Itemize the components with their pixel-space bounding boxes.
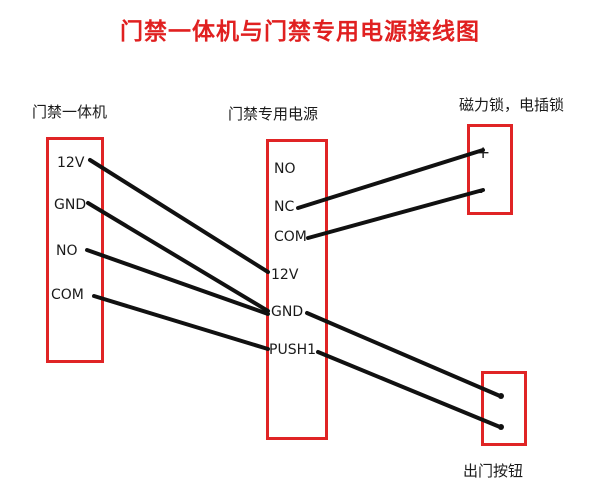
device-box-lock <box>467 124 513 215</box>
terminal-access-controller-no[interactable]: NO <box>56 243 78 259</box>
terminal-power-supply-no[interactable]: NO <box>274 161 296 177</box>
terminal-access-controller-gnd[interactable]: GND <box>54 197 87 213</box>
wire-controller-12v-to-supply-12v <box>88 158 270 274</box>
terminal-access-controller-12v[interactable]: 12V <box>57 155 85 171</box>
caption-power-supply: 门禁专用电源 <box>228 105 319 123</box>
caption-exit-button: 出门按钮 <box>463 462 524 480</box>
terminal-power-supply-com[interactable]: COM <box>274 229 307 245</box>
terminal-power-supply-gnd[interactable]: GND <box>271 304 304 320</box>
terminal-exit-button-2[interactable] <box>498 424 504 430</box>
terminal-lock-positive[interactable]: + <box>476 143 491 163</box>
terminal-exit-button-1[interactable] <box>498 393 504 399</box>
terminal-power-supply-12v[interactable]: 12V <box>271 267 299 283</box>
terminal-lock-negative[interactable]: - <box>477 182 484 202</box>
wire-supply-gnd-to-exit-terminal-1 <box>305 311 502 398</box>
page-title: 门禁一体机与门禁专用电源接线图 <box>120 19 480 45</box>
terminal-access-controller-com[interactable]: COM <box>51 287 84 303</box>
device-box-exit-button <box>481 371 527 446</box>
terminal-power-supply-push1[interactable]: PUSH1 <box>269 342 317 358</box>
wire-controller-com-to-supply-push1 <box>92 294 270 351</box>
wire-controller-gnd-to-supply-gnd <box>86 201 270 313</box>
device-box-power-supply <box>266 139 328 440</box>
wire-controller-no-to-supply-gnd <box>85 248 270 316</box>
caption-access-controller: 门禁一体机 <box>32 103 108 121</box>
terminal-power-supply-nc[interactable]: NC <box>274 199 295 215</box>
caption-lock: 磁力锁，电插锁 <box>459 96 565 114</box>
wire-supply-com-to-lock-negative <box>306 188 485 240</box>
wire-supply-push1-to-exit-terminal-2 <box>316 350 502 429</box>
